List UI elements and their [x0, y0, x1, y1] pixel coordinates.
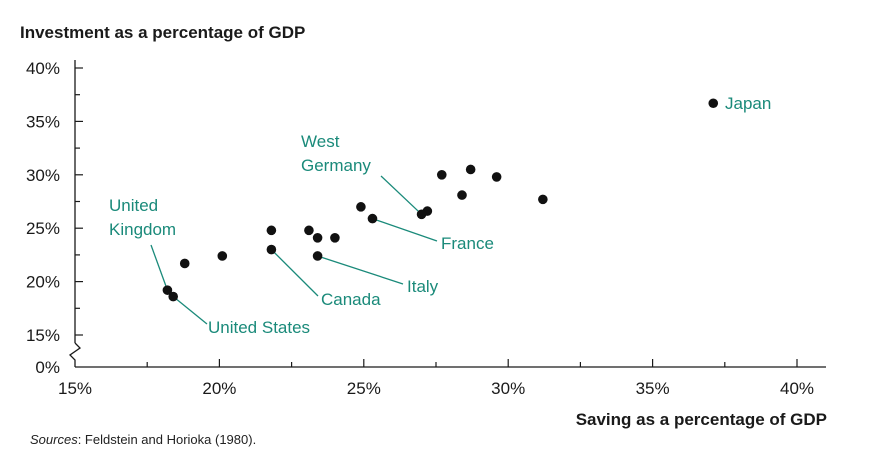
source-prefix: Sources — [30, 432, 78, 447]
data-point — [312, 251, 323, 261]
y-tick-label: 20% — [26, 273, 60, 292]
x-tick-label: 35% — [636, 379, 670, 398]
tick-labels: 15% 20% 25% 30% 35% 40% 0% 15% 20% 25% 30% 35% 40% — [26, 59, 814, 398]
data-point — [436, 170, 447, 180]
data-point — [416, 209, 427, 220]
y-tick-label: 25% — [26, 219, 60, 238]
leader-line — [172, 296, 208, 325]
x-tick-label: 30% — [491, 379, 525, 398]
data-point — [491, 172, 502, 182]
leader-line — [317, 255, 404, 285]
data-point — [266, 225, 277, 236]
x-axis-title: Saving as a percentage of GDP — [576, 410, 827, 429]
data-point — [330, 233, 340, 243]
label-italy: Italy — [407, 277, 439, 296]
y-tick-label: 30% — [26, 166, 60, 185]
label-japan: Japan — [725, 94, 771, 113]
leader-line — [270, 249, 319, 297]
x-tick-label: 40% — [780, 379, 814, 398]
source-text: : Feldstein and Horioka (1980). — [77, 432, 257, 447]
label-france: France — [441, 234, 494, 253]
y-axis-title: Investment as a percentage of GDP — [20, 23, 305, 42]
data-point — [367, 213, 378, 224]
leader-line — [150, 244, 169, 291]
x-tick-label: 20% — [202, 379, 236, 398]
y-tick-label: 40% — [26, 59, 60, 78]
data-point — [457, 190, 467, 200]
data-point — [162, 285, 173, 295]
y-axis-break — [68, 342, 82, 367]
data-point — [312, 233, 323, 243]
annotations: Japan West Germany France United Kingdom… — [109, 94, 771, 337]
x-tick-label: 25% — [347, 379, 381, 398]
data-point — [266, 244, 277, 255]
y-tick-label: 15% — [26, 326, 60, 345]
label-west-germany-line2: Germany — [301, 156, 371, 175]
leader-line — [380, 175, 423, 215]
data-point — [356, 202, 366, 212]
data-point — [708, 98, 719, 109]
data-point — [217, 251, 228, 261]
x-tick-label: 15% — [58, 379, 92, 398]
label-canada: Canada — [321, 290, 381, 309]
axes — [68, 60, 826, 368]
data-point — [304, 225, 314, 236]
label-united-kingdom-line1: United — [109, 196, 158, 215]
data-points — [162, 98, 719, 302]
y-tick-label: 35% — [26, 112, 60, 131]
data-point — [538, 194, 548, 205]
data-point — [168, 291, 178, 302]
label-west-germany-line1: West — [301, 132, 340, 151]
data-point — [179, 258, 190, 269]
leader-line — [372, 217, 438, 242]
label-united-kingdom-line2: Kingdom — [109, 220, 176, 239]
label-united-states: United States — [208, 318, 310, 337]
annotation-leader-lines — [150, 175, 438, 325]
y-tick-label-zero: 0% — [35, 358, 60, 377]
data-point — [465, 164, 476, 175]
source-note: Sources: Feldstein and Horioka (1980). — [30, 432, 256, 447]
